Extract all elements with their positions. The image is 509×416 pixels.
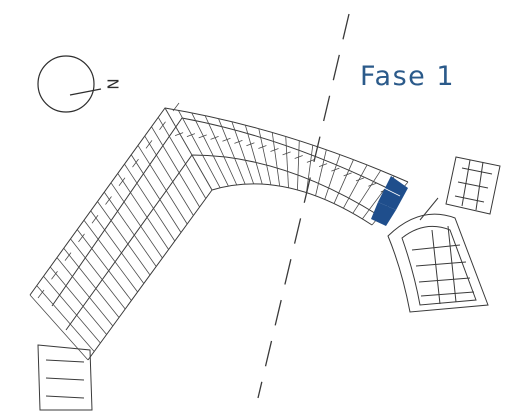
- north-arrow-icon: N: [37, 55, 123, 113]
- room-divisions: [29, 102, 409, 361]
- detached-block: [419, 156, 501, 221]
- highlighted-unit: [371, 176, 408, 226]
- lower-right-wing: [387, 213, 489, 313]
- phase-label: Fase 1: [360, 61, 456, 92]
- phase-boundary-line: [257, 13, 350, 399]
- curved-building-outline: [29, 107, 409, 411]
- north-letter: N: [105, 78, 123, 89]
